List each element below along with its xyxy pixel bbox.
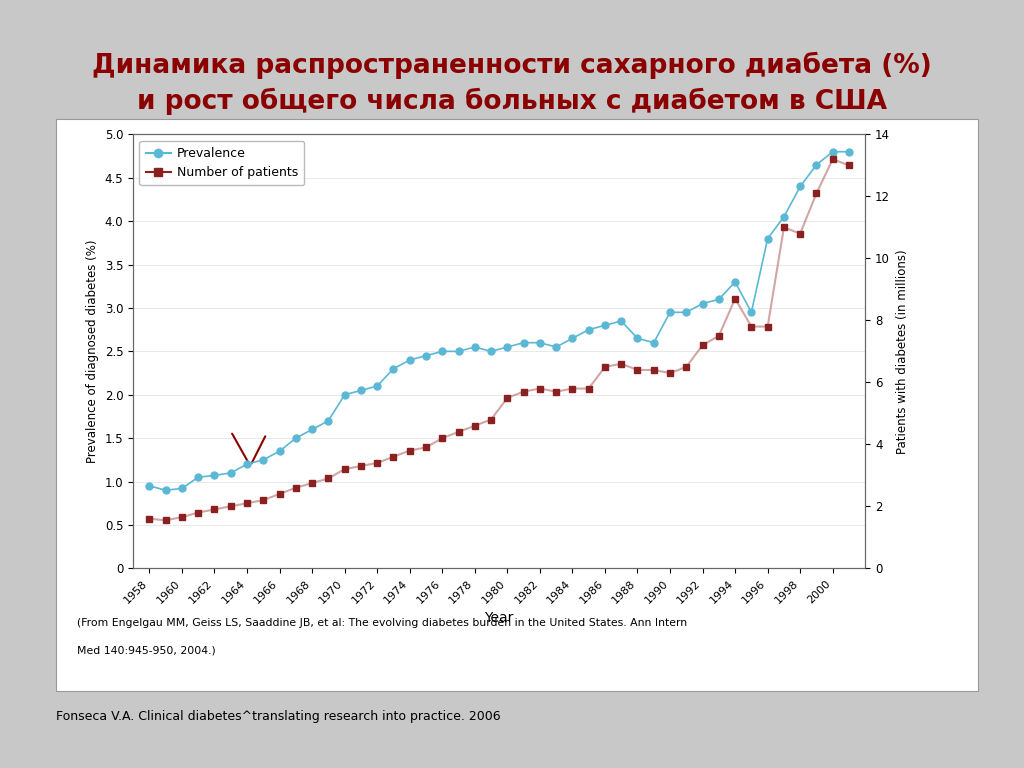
Text: (From Engelgau MM, Geiss LS, Saaddine JB, et al: The evolving diabetes burden in: (From Engelgau MM, Geiss LS, Saaddine JB…: [77, 618, 687, 628]
Text: и рост общего числа больных с диабетом в США: и рост общего числа больных с диабетом в…: [137, 88, 887, 115]
X-axis label: Year: Year: [484, 611, 514, 624]
Text: Med 140:945-950, 2004.): Med 140:945-950, 2004.): [77, 645, 215, 655]
Text: Fonseca V.A. Clinical diabetes^translating research into practice. 2006: Fonseca V.A. Clinical diabetes^translati…: [56, 710, 501, 723]
Text: Динамика распространенности сахарного диабета (%): Динамика распространенности сахарного ди…: [92, 51, 932, 79]
Y-axis label: Prevalence of diagnosed diabetes (%): Prevalence of diagnosed diabetes (%): [86, 240, 99, 463]
Y-axis label: Patients with diabetes (in millions): Patients with diabetes (in millions): [896, 249, 908, 454]
Legend: Prevalence, Number of patients: Prevalence, Number of patients: [139, 141, 304, 185]
